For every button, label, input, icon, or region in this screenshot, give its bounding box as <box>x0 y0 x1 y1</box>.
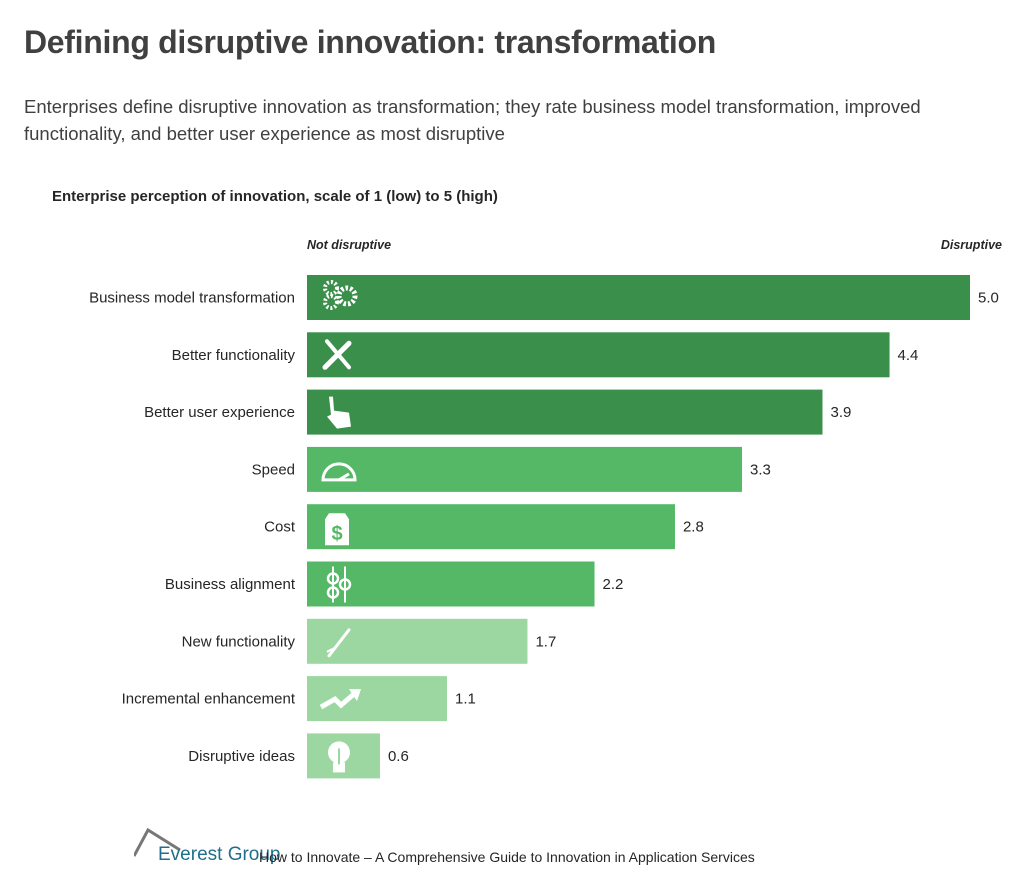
lightbulb-icon <box>328 741 350 773</box>
everest-logo: Everest Group <box>158 844 281 865</box>
value-label: 2.2 <box>603 576 624 593</box>
bar <box>307 332 890 378</box>
category-label: Business alignment <box>165 576 296 593</box>
footer-text: How to Innovate – A Comprehensive Guide … <box>259 849 755 865</box>
category-label: Business model transformation <box>89 290 295 307</box>
page-subtitle: Enterprises define disruptive innovation… <box>24 96 921 144</box>
bar <box>307 275 970 320</box>
category-label: Disruptive ideas <box>188 748 295 765</box>
bar <box>307 389 823 435</box>
footer: Everest Group How to Innovate – A Compre… <box>134 828 834 868</box>
speedometer-icon <box>321 462 357 482</box>
screwdriver-icon <box>326 628 351 658</box>
value-label: 3.3 <box>750 461 771 478</box>
category-label: Cost <box>264 519 296 536</box>
category-label: Better functionality <box>172 347 296 364</box>
page-title: Defining disruptive innovation: transfor… <box>24 24 716 60</box>
axis-left-label: Not disruptive <box>307 238 392 252</box>
svg-text:$: $ <box>331 523 342 545</box>
bar <box>307 446 743 492</box>
price-tag-icon: $ <box>325 513 349 546</box>
bar <box>307 618 528 664</box>
category-label: Incremental enhancement <box>122 691 296 708</box>
bar <box>307 676 448 722</box>
gears-icon <box>323 280 358 310</box>
value-label: 5.0 <box>978 290 999 307</box>
bar <box>307 561 595 607</box>
category-label: Better user experience <box>144 404 295 421</box>
category-label: Speed <box>252 461 295 478</box>
axis-right-label: Disruptive <box>940 238 1002 252</box>
alignment-icon <box>326 566 352 603</box>
trend-arrow-icon <box>319 689 361 710</box>
chart-title: Enterprise perception of innovation, sca… <box>52 188 498 205</box>
category-label: New functionality <box>182 633 296 650</box>
value-label: 2.8 <box>683 519 704 536</box>
value-label: 0.6 <box>388 748 409 765</box>
bar <box>307 504 675 550</box>
pointing-hand-icon <box>327 396 351 429</box>
everest-logo-icon <box>134 828 181 857</box>
value-label: 1.1 <box>455 691 476 708</box>
value-label: 3.9 <box>830 404 851 421</box>
tools-icon <box>322 339 352 370</box>
value-label: 1.7 <box>535 633 556 650</box>
value-label: 4.4 <box>898 347 919 364</box>
